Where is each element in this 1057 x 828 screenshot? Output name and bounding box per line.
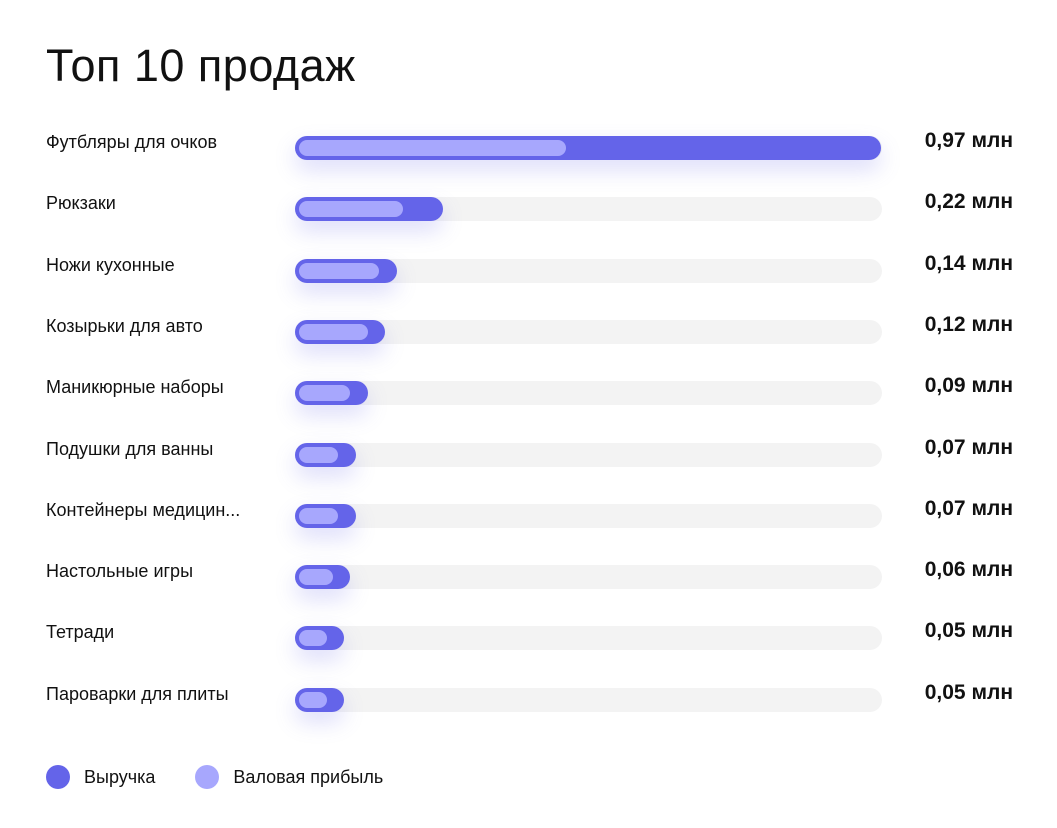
category-label: Рюкзаки [46, 193, 116, 214]
legend: Выручка Валовая прибыль [46, 765, 383, 789]
category-label: Футбляры для очков [46, 132, 218, 152]
bar-row: Контейнеры медицин... 0,07 млн [0, 492, 1057, 532]
legend-item-revenue[interactable]: Выручка [46, 765, 155, 789]
value-label: 0,05 млн [924, 619, 1013, 643]
bar-gross-profit[interactable] [299, 385, 351, 402]
legend-label: Выручка [84, 766, 156, 787]
bar-track [295, 626, 882, 651]
bar-gross-profit[interactable] [299, 507, 339, 524]
value-label: 0,07 млн [924, 435, 1013, 459]
bar-row: Ножи кухонные 0,14 млн [0, 247, 1057, 287]
category-label: Маникюрные наборы [46, 377, 224, 398]
chart-title: Топ 10 продаж [46, 40, 356, 91]
bar-row: Маникюрные наборы 0,09 млн [0, 369, 1057, 409]
bar-gross-profit[interactable] [299, 446, 339, 463]
bar-row: Пароварки для плиты 0,05 млн [0, 676, 1057, 716]
legend-swatch-revenue [46, 765, 70, 789]
category-label: Пароварки для плиты [46, 683, 229, 704]
bar-track [295, 565, 882, 590]
bar-gross-profit[interactable] [299, 569, 333, 586]
value-label: 0,22 млн [924, 190, 1013, 214]
bar-row: Футбляры для очков 0,97 млн [0, 124, 1057, 164]
bar-gross-profit[interactable] [299, 323, 368, 340]
bar-row: Настольные игры 0,06 млн [0, 553, 1057, 593]
value-label: 0,06 млн [924, 558, 1013, 582]
value-label: 0,12 млн [924, 312, 1013, 336]
value-label: 0,97 млн [924, 129, 1013, 152]
bar-gross-profit[interactable] [299, 201, 403, 218]
bar-gross-profit[interactable] [299, 140, 567, 156]
bar-track [295, 442, 882, 467]
value-label: 0,14 млн [924, 251, 1013, 275]
value-label: 0,07 млн [924, 496, 1013, 520]
category-label: Подушки для ванны [46, 438, 214, 459]
category-label: Козырьки для авто [46, 315, 203, 336]
category-label: Контейнеры медицин... [46, 499, 241, 520]
category-label: Ножи кухонные [46, 254, 175, 275]
bar-track [295, 503, 882, 528]
bar-row: Подушки для ванны 0,07 млн [0, 431, 1057, 471]
bar-gross-profit[interactable] [299, 691, 327, 708]
bar-track [295, 687, 882, 712]
bar-gross-profit[interactable] [299, 262, 380, 279]
value-label: 0,09 млн [924, 374, 1013, 398]
legend-label: Валовая прибыль [233, 766, 384, 787]
category-label: Тетради [46, 622, 115, 643]
bar-track [295, 381, 882, 406]
bar-row: Тетради 0,05 млн [0, 614, 1057, 654]
bar-gross-profit[interactable] [299, 630, 327, 647]
bar-row: Рюкзаки 0,22 млн [0, 185, 1057, 225]
bar-track [295, 319, 882, 344]
bar-row: Козырьки для авто 0,12 млн [0, 308, 1057, 348]
category-label: Настольные игры [46, 561, 194, 582]
value-label: 0,05 млн [924, 680, 1013, 704]
legend-item-gross-profit[interactable]: Валовая прибыль [195, 765, 383, 789]
legend-swatch-gross-profit [195, 765, 220, 789]
